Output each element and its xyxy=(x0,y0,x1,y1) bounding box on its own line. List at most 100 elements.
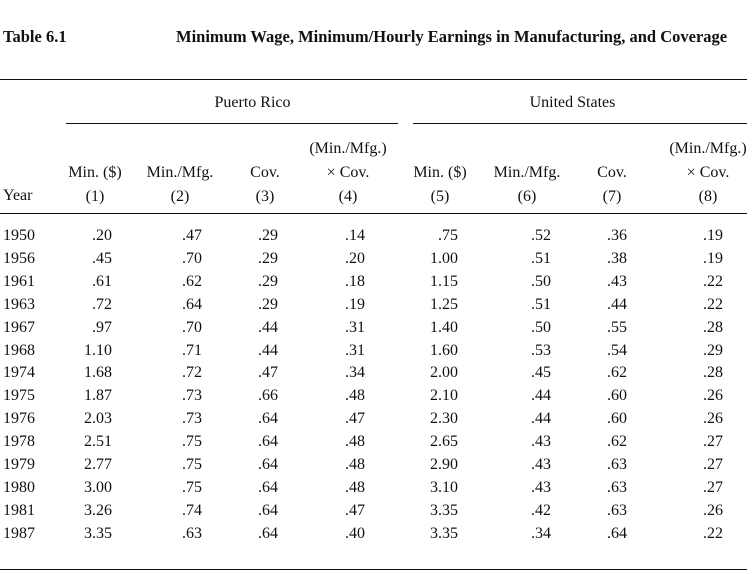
column-headers: Year Min. ($) (1) Min./Mfg. (2) Cov. (3) (Min.… xyxy=(0,138,753,208)
value-cell: 3.35 xyxy=(84,524,112,542)
value-cell: .29 xyxy=(258,272,278,290)
value-cell: .75 xyxy=(182,433,202,451)
value-cell: 1.25 xyxy=(430,295,458,313)
group-rule-puerto-rico xyxy=(66,123,398,124)
column-header-1-line3: (1) xyxy=(85,188,105,205)
group-header-united-states: United States xyxy=(529,94,616,111)
value-cell: .29 xyxy=(258,227,278,244)
value-cell: .50 xyxy=(531,318,551,336)
year-header: Year xyxy=(3,187,33,204)
year-cell: 1978 xyxy=(3,433,35,451)
value-cell: .34 xyxy=(531,524,551,542)
year-cell: 1956 xyxy=(3,249,35,267)
value-cell: .72 xyxy=(92,295,112,313)
value-cell: .48 xyxy=(345,387,365,405)
value-cell: .43 xyxy=(531,433,551,451)
value-cell: .31 xyxy=(345,341,365,359)
value-cell: 2.30 xyxy=(430,410,458,428)
column-header-3-line2: Cov. xyxy=(250,164,280,181)
value-cell: .27 xyxy=(703,456,723,474)
value-cell: .53 xyxy=(531,341,551,359)
table-row: 1950 .20 .47 .29 .14 .75 .52 .36 .19 xyxy=(0,225,723,248)
value-cell: .75 xyxy=(182,456,202,474)
table-row: 1963 .72 .64 .29 .19 1.25 .51 .44 .22 xyxy=(0,294,723,317)
column-header-6-line2: Min./Mfg. xyxy=(493,164,561,181)
value-cell: .48 xyxy=(345,456,365,474)
year-cell: 1980 xyxy=(3,478,35,496)
year-cell: 1968 xyxy=(3,341,35,359)
year-cell: 1974 xyxy=(3,364,35,382)
value-cell: .44 xyxy=(258,341,278,359)
header-rule xyxy=(0,213,747,214)
value-cell: .66 xyxy=(258,387,278,405)
value-cell: .47 xyxy=(182,227,202,244)
value-cell: .63 xyxy=(607,478,627,496)
value-cell: 2.00 xyxy=(430,364,458,382)
column-header-7-line2: Cov. xyxy=(597,164,627,181)
value-cell: 1.00 xyxy=(430,249,458,267)
value-cell: .26 xyxy=(703,387,723,405)
value-cell: .73 xyxy=(182,387,202,405)
value-cell: .42 xyxy=(531,501,551,519)
value-cell: .64 xyxy=(258,410,278,428)
value-cell: .28 xyxy=(703,318,723,336)
value-cell: .19 xyxy=(703,249,723,267)
value-cell: .60 xyxy=(607,410,627,428)
year-cell: 1979 xyxy=(3,456,35,474)
value-cell: 1.15 xyxy=(430,272,458,290)
bottom-rule xyxy=(0,569,747,570)
value-cell: .20 xyxy=(345,249,365,267)
value-cell: .27 xyxy=(703,433,723,451)
value-cell: .43 xyxy=(531,456,551,474)
year-cell: 1950 xyxy=(3,227,35,244)
value-cell: .43 xyxy=(607,272,627,290)
year-cell: 1981 xyxy=(3,501,35,519)
table-row: 1961 .61 .62 .29 .18 1.15 .50 .43 .22 xyxy=(0,271,723,294)
value-cell: .22 xyxy=(703,295,723,313)
value-cell: .26 xyxy=(703,501,723,519)
value-cell: .75 xyxy=(438,227,458,244)
year-cell: 1976 xyxy=(3,410,35,428)
data-table: 1950 .20 .47 .29 .14 .75 .52 .36 .19 1956 .45 .70 .2… xyxy=(0,225,723,546)
value-cell: .63 xyxy=(607,501,627,519)
column-header-4-line3: (4) xyxy=(338,188,358,205)
column-header-8-line1: (Min./Mfg.) xyxy=(669,140,747,157)
table-title: Minimum Wage, Minimum/Hourly Earnings in… xyxy=(176,27,728,46)
value-cell: .44 xyxy=(531,387,551,405)
value-cell: 3.10 xyxy=(430,478,458,496)
year-cell: 1967 xyxy=(3,318,35,336)
value-cell: .64 xyxy=(258,501,278,519)
column-header-7-line3: (7) xyxy=(602,188,622,205)
value-cell: .29 xyxy=(258,249,278,267)
value-cell: .55 xyxy=(607,318,627,336)
table-row: 1981 3.26 .74 .64 .47 3.35 .42 .63 .26 xyxy=(0,500,723,523)
value-cell: .47 xyxy=(345,501,365,519)
value-cell: .27 xyxy=(703,478,723,496)
value-cell: 1.10 xyxy=(84,341,112,359)
value-cell: .47 xyxy=(258,364,278,382)
column-header-6-line3: (6) xyxy=(517,188,537,205)
value-cell: .31 xyxy=(345,318,365,336)
value-cell: .18 xyxy=(345,272,365,290)
top-rule xyxy=(0,79,747,80)
value-cell: .50 xyxy=(531,272,551,290)
table-row: 1956 .45 .70 .29 .20 1.00 .51 .38 .19 xyxy=(0,248,723,271)
value-cell: 1.40 xyxy=(430,318,458,336)
value-cell: .38 xyxy=(607,249,627,267)
value-cell: .48 xyxy=(345,433,365,451)
value-cell: .20 xyxy=(92,227,112,244)
value-cell: .51 xyxy=(531,295,551,313)
value-cell: .62 xyxy=(607,364,627,382)
year-cell: 1961 xyxy=(3,272,35,290)
table-label: Table 6.1 xyxy=(3,27,67,46)
value-cell: .43 xyxy=(531,478,551,496)
column-header-8-line2: × Cov. xyxy=(686,164,730,181)
value-cell: 1.68 xyxy=(84,364,112,382)
value-cell: .64 xyxy=(258,456,278,474)
value-cell: 3.35 xyxy=(430,501,458,519)
column-header-5-line3: (5) xyxy=(430,188,450,205)
table-row: 1976 2.03 .73 .64 .47 2.30 .44 .60 .26 xyxy=(0,408,723,431)
value-cell: .44 xyxy=(607,295,627,313)
year-cell: 1963 xyxy=(3,295,35,313)
value-cell: 2.51 xyxy=(84,433,112,451)
